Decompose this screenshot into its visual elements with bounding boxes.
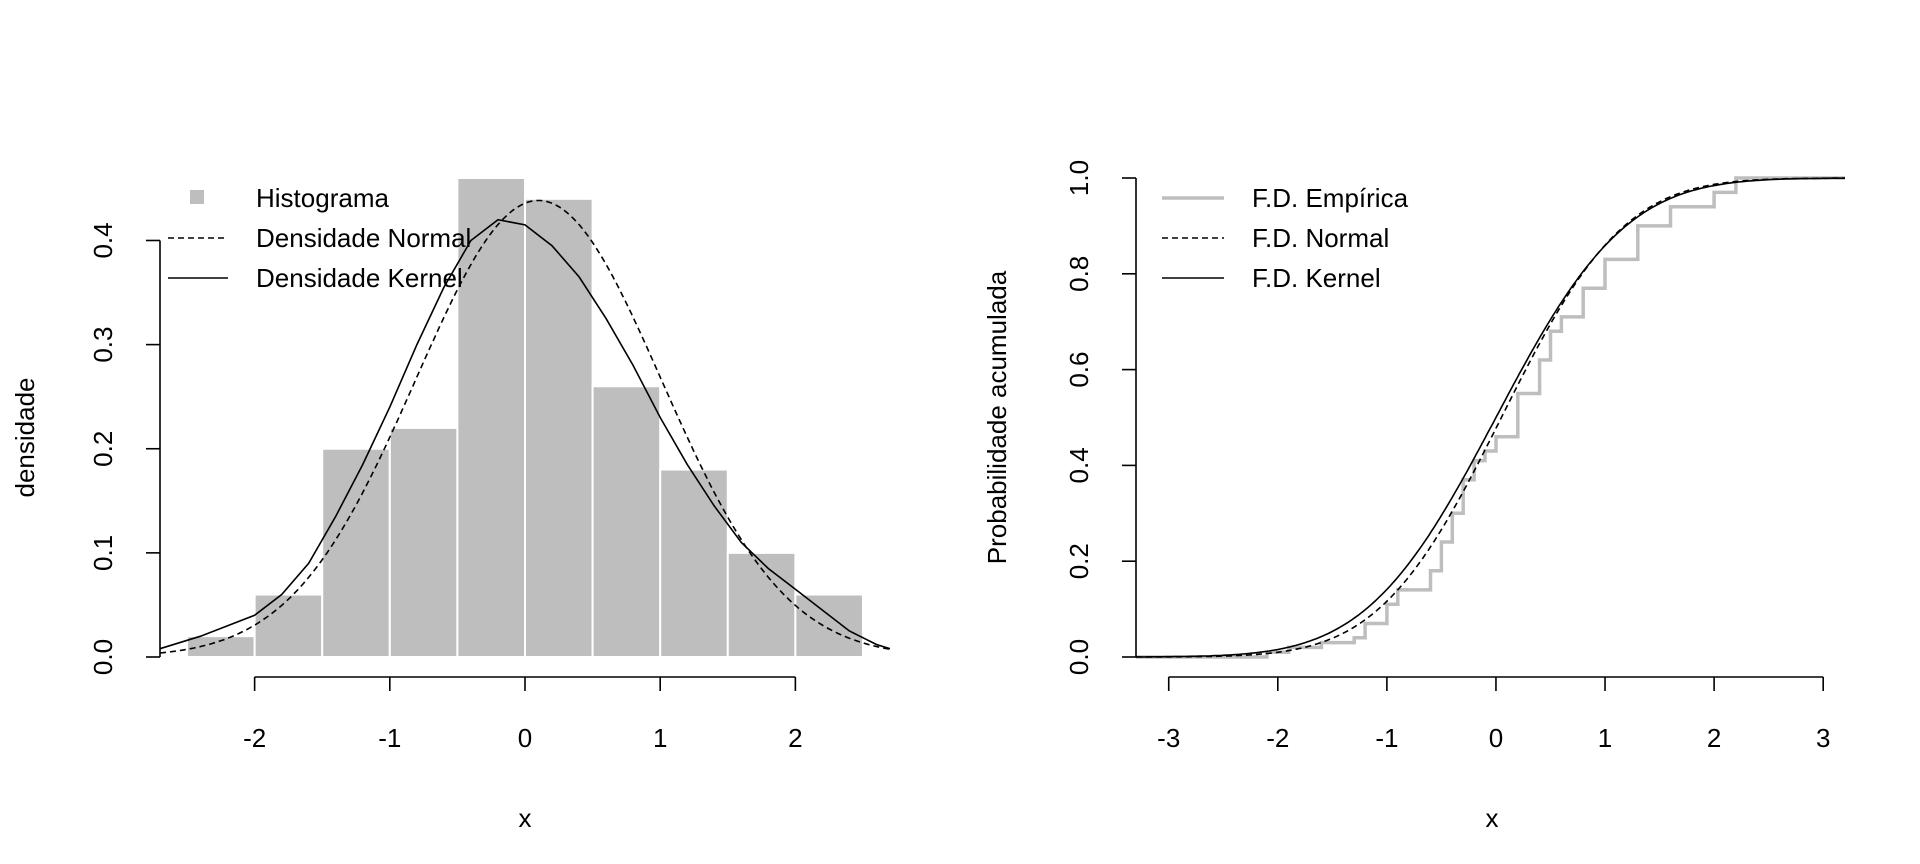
cdf-x-tick-label: 3: [1816, 723, 1830, 753]
histogram-bar-8: [659, 468, 729, 658]
density-y-tick-label: 0.4: [88, 222, 118, 258]
cdf-y-tick-label: 0.8: [1064, 256, 1094, 292]
cdf-legend: F.D. Empírica F.D. Normal F.D. Kernel: [1162, 183, 1409, 293]
f-d-normal-line: [1136, 177, 1845, 658]
cdf-axes: 0.0 0.2 0.4 0.6 0.8 1.0 -3 -2 -1 0 1 2 3: [1064, 160, 1830, 753]
legend-label-f-d-normal: F.D. Normal: [1252, 223, 1389, 253]
densidade-kernel-line: [159, 218, 891, 650]
density-x-tick-label: 0: [518, 723, 532, 753]
cdf-x-tick-label: 0: [1489, 723, 1503, 753]
cdf-y-tick-label: 0.0: [1064, 639, 1094, 675]
legend-label-densidade-normal: Densidade Normal: [256, 223, 471, 253]
cdf-x-tick-label: -2: [1266, 723, 1289, 753]
legend-label-histograma: Histograma: [256, 183, 389, 213]
cdf-x-tick-label: -3: [1157, 723, 1180, 753]
legend-label-f-d-kernel: F.D. Kernel: [1252, 263, 1381, 293]
cdf-x-tick-label: -1: [1375, 723, 1398, 753]
density-x-tick-label: 2: [788, 723, 802, 753]
density-x-axis-title: x: [519, 803, 532, 833]
density-curves: [159, 199, 891, 654]
density-y-tick-label: 0.1: [88, 535, 118, 571]
density-y-tick-label: 0.2: [88, 431, 118, 467]
density-x-tick-label: -2: [243, 723, 266, 753]
cdf-x-tick-label: 1: [1598, 723, 1612, 753]
f-d-kernel-line: [1136, 177, 1846, 658]
density-panel: 0.0 0.1 0.2 0.3 0.4 -2 -1 0 1 2 x densidade Histo…: [10, 177, 891, 833]
legend-label-densidade-kernel: Densidade Kernel: [256, 263, 463, 293]
cdf-curves: [1136, 176, 1846, 659]
histogram-bar-7: [591, 385, 662, 658]
legend-label-f-d-empirica: F.D. Empírica: [1252, 183, 1409, 213]
histogram-bar-3: [321, 447, 391, 658]
density-y-tick-label: 0.0: [88, 639, 118, 675]
histogram-bar-4: [388, 426, 459, 659]
cdf-x-tick-label: 2: [1707, 723, 1721, 753]
density-y-axis-title: densidade: [10, 378, 40, 498]
cdf-y-tick-label: 0.6: [1064, 352, 1094, 388]
density-y-tick-label: 0.3: [88, 327, 118, 363]
cdf-y-tick-label: 0.4: [1064, 447, 1094, 483]
histogram-bars: [186, 177, 864, 659]
cdf-y-tick-label: 0.2: [1064, 543, 1094, 579]
density-legend: Histograma Densidade Normal Densidade Kern…: [168, 183, 471, 293]
densidade-normal-line: [159, 199, 891, 654]
legend-key-histogram: [190, 190, 204, 204]
density-x-tick-label: 1: [653, 723, 667, 753]
density-axes: 0.0 0.1 0.2 0.3 0.4 -2 -1 0 1 2: [88, 222, 803, 753]
histogram-bar-5: [456, 177, 526, 658]
f-d-empirica-line: [1136, 176, 1845, 659]
histogram-bar-10: [794, 593, 864, 658]
density-x-tick-label: -1: [378, 723, 401, 753]
cdf-y-axis-title: Probabilidade acumulada: [982, 270, 1012, 564]
cdf-panel: 0.0 0.2 0.4 0.6 0.8 1.0 -3 -2 -1 0 1 2 3 x Probabili…: [982, 160, 1846, 833]
histogram-bar-1: [186, 635, 256, 658]
cdf-x-axis-title: x: [1486, 803, 1499, 833]
cdf-y-tick-label: 1.0: [1064, 160, 1094, 196]
histogram-bar-9: [726, 551, 797, 658]
histogram-bar-6: [524, 197, 594, 658]
histogram-bar-2: [253, 593, 324, 658]
